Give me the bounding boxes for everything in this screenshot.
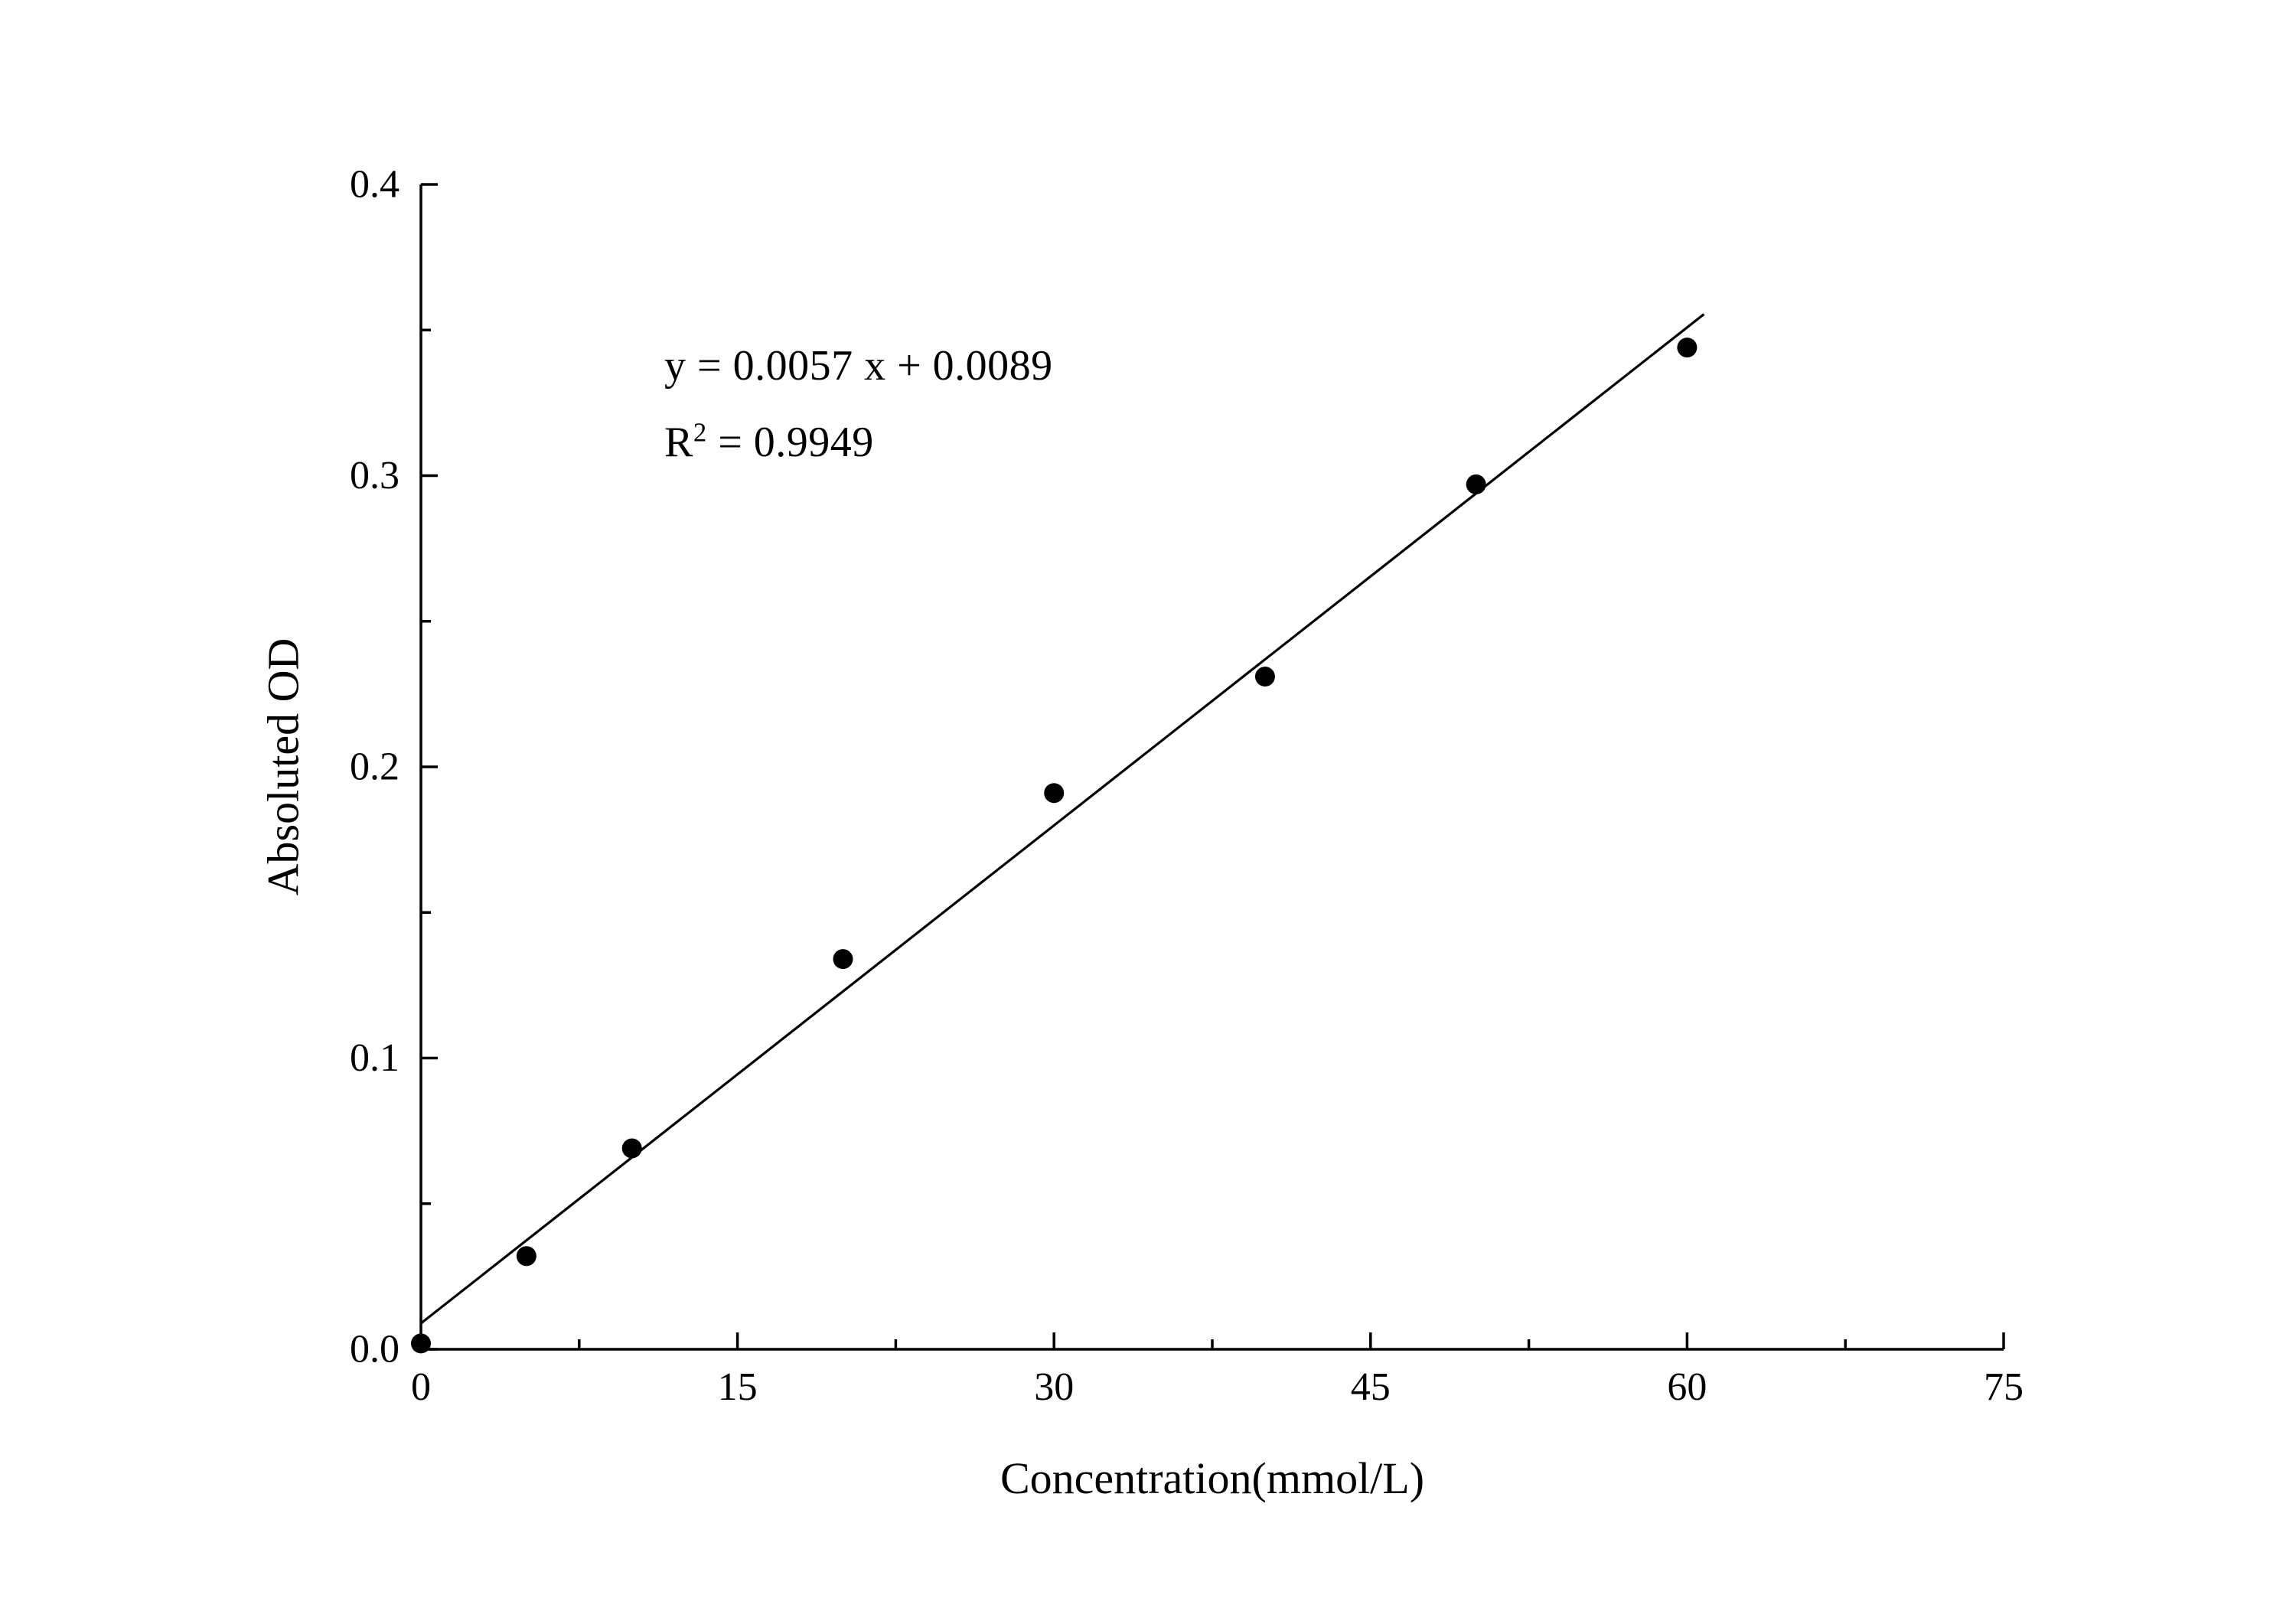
r-squared-value: = 0.9949 [706, 419, 874, 466]
data-point [1677, 338, 1698, 358]
data-point [411, 1333, 431, 1354]
y-tick-label: 0.4 [350, 163, 400, 207]
data-point [1466, 474, 1486, 494]
x-tick-label: 30 [1034, 1365, 1074, 1409]
x-tick-label: 45 [1351, 1365, 1391, 1409]
fit-line [420, 313, 1705, 1325]
fit-annotation: y = 0.0057 x + 0.0089 R2 = 0.9949 [664, 328, 1053, 481]
data-point [1254, 667, 1275, 687]
y-axis-title: Absoluted OD [258, 638, 308, 896]
r-squared-exponent: 2 [693, 417, 707, 448]
x-tick-label: 60 [1667, 1365, 1707, 1409]
x-axis-title: Concentration(mmol/L) [1000, 1453, 1425, 1503]
r-squared-base: R [664, 419, 693, 466]
fit-equation-text: y = 0.0057 x + 0.0089 [664, 342, 1053, 390]
r-squared-text: R2 = 0.9949 [664, 404, 1053, 481]
data-point [833, 949, 853, 970]
data-point [1044, 783, 1065, 804]
y-tick-label: 0.3 [350, 454, 400, 497]
data-point [516, 1246, 536, 1267]
x-tick-label: 0 [411, 1365, 431, 1409]
x-tick-label: 75 [1984, 1365, 2024, 1409]
y-tick-label: 0.2 [350, 745, 400, 789]
x-tick-label: 15 [718, 1365, 758, 1409]
y-tick-label: 0.0 [350, 1328, 400, 1371]
data-point [621, 1138, 642, 1159]
y-tick-label: 0.1 [350, 1036, 400, 1080]
